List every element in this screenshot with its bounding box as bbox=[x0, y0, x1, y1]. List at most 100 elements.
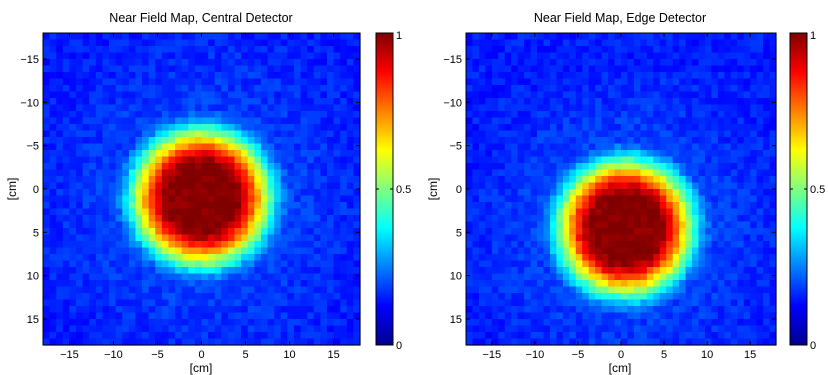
heatmap-cell bbox=[115, 46, 123, 54]
heatmap-cell bbox=[307, 33, 315, 41]
heatmap-cell bbox=[267, 78, 275, 86]
heatmap-cell bbox=[685, 293, 693, 301]
heatmap-cell bbox=[646, 280, 654, 288]
heatmap-cell bbox=[326, 111, 335, 119]
heatmap-cell bbox=[148, 124, 156, 132]
heatmap-cell bbox=[621, 46, 629, 54]
heatmap-cell bbox=[175, 124, 183, 132]
heatmap-cell bbox=[181, 182, 189, 190]
y-axis-label: [cm] bbox=[426, 178, 440, 201]
heatmap-cell bbox=[543, 299, 551, 307]
heatmap-cell bbox=[466, 189, 474, 197]
heatmap-cell bbox=[517, 319, 525, 327]
heatmap-cell bbox=[737, 104, 745, 112]
heatmap-cell bbox=[326, 33, 335, 41]
heatmap-cell bbox=[485, 189, 493, 197]
heatmap-cell bbox=[43, 52, 51, 60]
heatmap-cell bbox=[756, 130, 764, 138]
heatmap-cell bbox=[293, 156, 302, 164]
heatmap-cell bbox=[750, 332, 758, 340]
heatmap-cell bbox=[234, 39, 242, 47]
heatmap-cell bbox=[76, 202, 84, 210]
heatmap-cell bbox=[621, 72, 629, 80]
heatmap-cell bbox=[267, 221, 275, 229]
heatmap-cell bbox=[633, 312, 641, 320]
heatmap-cell bbox=[194, 306, 203, 314]
heatmap-cell bbox=[300, 150, 308, 158]
heatmap-cell bbox=[562, 52, 570, 60]
heatmap-cell bbox=[614, 228, 622, 236]
heatmap-cell bbox=[293, 312, 302, 320]
heatmap-cell bbox=[267, 325, 275, 333]
heatmap-cell bbox=[556, 293, 564, 301]
heatmap-cell bbox=[556, 306, 564, 314]
heatmap-cell bbox=[267, 241, 275, 249]
heatmap-cell bbox=[491, 124, 499, 132]
heatmap-cell bbox=[582, 267, 590, 275]
heatmap-cell bbox=[234, 332, 242, 340]
heatmap-cell bbox=[511, 234, 519, 242]
heatmap-cell bbox=[227, 241, 236, 249]
heatmap-cell bbox=[201, 169, 209, 177]
heatmap-cell bbox=[89, 124, 97, 132]
heatmap-cell bbox=[537, 137, 545, 145]
heatmap-cell bbox=[62, 306, 71, 314]
heatmap-cell bbox=[685, 91, 693, 99]
heatmap-cell bbox=[679, 332, 687, 340]
heatmap-cell bbox=[56, 241, 64, 249]
heatmap-cell bbox=[672, 72, 680, 80]
heatmap-cell bbox=[517, 65, 525, 73]
heatmap-cell bbox=[646, 72, 654, 80]
heatmap-cell bbox=[763, 182, 771, 190]
heatmap-cell bbox=[517, 332, 525, 340]
heatmap-cell bbox=[621, 215, 629, 223]
x-tick-label: 5 bbox=[242, 349, 248, 361]
heatmap-cell bbox=[750, 319, 758, 327]
heatmap-cell bbox=[627, 299, 635, 307]
heatmap-cell bbox=[608, 254, 616, 262]
heatmap-cell bbox=[168, 293, 176, 301]
heatmap-cell bbox=[49, 299, 57, 307]
heatmap-cell bbox=[485, 332, 493, 340]
heatmap-cell bbox=[698, 202, 706, 210]
heatmap-cell bbox=[109, 117, 117, 125]
heatmap-cell bbox=[763, 189, 771, 197]
heatmap-cell bbox=[756, 39, 764, 47]
heatmap-cell bbox=[76, 65, 84, 73]
heatmap-cell bbox=[221, 52, 229, 60]
heatmap-cell bbox=[135, 52, 143, 60]
heatmap-cell bbox=[504, 104, 512, 112]
heatmap-cell bbox=[346, 52, 354, 60]
heatmap-cell bbox=[582, 286, 590, 294]
heatmap-cell bbox=[724, 273, 732, 281]
heatmap-cell bbox=[168, 234, 176, 242]
heatmap-cell bbox=[274, 65, 282, 73]
heatmap-cell bbox=[76, 325, 84, 333]
heatmap-cell bbox=[201, 221, 209, 229]
heatmap-cell bbox=[326, 293, 335, 301]
heatmap-cell bbox=[102, 221, 110, 229]
heatmap-cell bbox=[181, 228, 189, 236]
heatmap-cell bbox=[769, 338, 777, 346]
heatmap-cell bbox=[128, 280, 137, 288]
heatmap-cell bbox=[743, 150, 751, 158]
heatmap-cell bbox=[608, 306, 616, 314]
heatmap-cell bbox=[524, 260, 532, 268]
heatmap-cell bbox=[543, 338, 551, 346]
heatmap-cell bbox=[333, 78, 341, 86]
heatmap-cell bbox=[62, 78, 71, 86]
heatmap-cell bbox=[280, 156, 288, 164]
heatmap-cell bbox=[181, 267, 189, 275]
heatmap-cell bbox=[267, 169, 275, 177]
heatmap-cell bbox=[293, 176, 302, 184]
heatmap-cell bbox=[227, 150, 236, 158]
heatmap-cell bbox=[300, 202, 308, 210]
heatmap-cell bbox=[666, 306, 674, 314]
heatmap-cell bbox=[135, 59, 143, 67]
heatmap-cell bbox=[756, 98, 764, 106]
heatmap-cell bbox=[214, 117, 222, 125]
heatmap-cell bbox=[293, 169, 302, 177]
heatmap-cell bbox=[102, 332, 110, 340]
heatmap-cell bbox=[155, 117, 163, 125]
heatmap-cell bbox=[769, 280, 777, 288]
